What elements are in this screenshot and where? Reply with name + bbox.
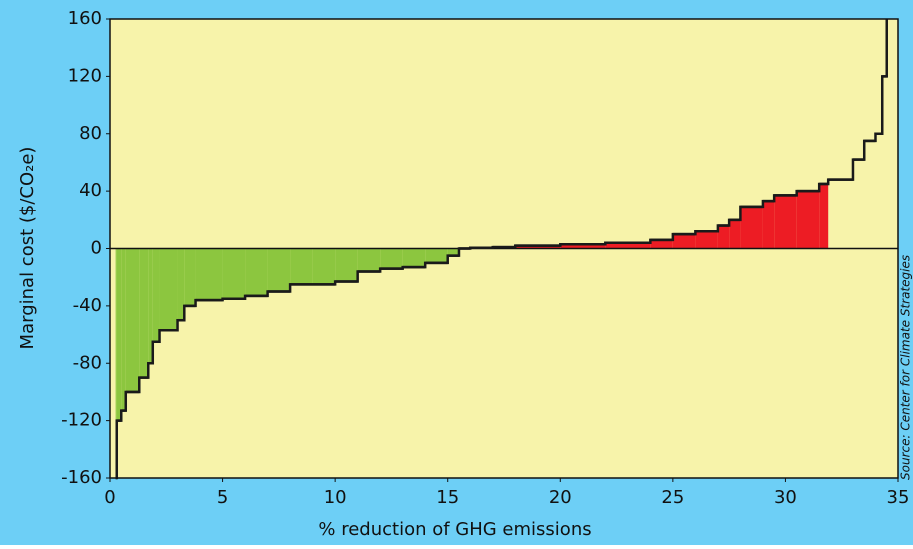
area-fill — [740, 206, 763, 249]
area-fill — [672, 234, 696, 249]
area-fill — [116, 248, 122, 421]
area-fill — [605, 242, 651, 249]
y-axis-label: Marginal cost ($/CO₂e) — [17, 147, 38, 350]
area-fill — [695, 231, 718, 249]
area-fill — [717, 225, 730, 249]
x-tick-label: 10 — [324, 487, 347, 508]
y-tick-label: 40 — [79, 180, 102, 201]
area-fill — [177, 248, 185, 321]
area-fill — [152, 248, 160, 342]
area-fill — [312, 248, 336, 285]
area-fill — [762, 201, 775, 249]
area-fill — [335, 248, 358, 282]
area-fill — [650, 239, 673, 249]
x-tick-label: 0 — [104, 487, 115, 508]
x-tick-label: 25 — [661, 487, 684, 508]
area-fill — [796, 191, 820, 249]
x-axis-label: % reduction of GHG emissions — [318, 519, 591, 540]
area-fill — [819, 183, 829, 249]
plot-border — [109, 18, 899, 479]
area-fill — [121, 248, 126, 411]
y-tick-label: -80 — [73, 352, 102, 373]
area-fill — [380, 248, 403, 269]
y-tick-label: 160 — [68, 8, 102, 29]
area-fill — [402, 248, 426, 268]
x-tick-label: 5 — [217, 487, 228, 508]
y-tick-label: -120 — [61, 410, 102, 431]
x-tick-label: 30 — [774, 487, 797, 508]
y-tick-label: -160 — [61, 467, 102, 488]
area-fill — [148, 248, 153, 364]
source: Source: Center for Climate Strategies — [899, 255, 913, 480]
area-fill — [560, 244, 606, 249]
area-fill — [222, 248, 246, 299]
area-fill — [447, 248, 459, 256]
area-fill — [357, 248, 381, 272]
x-tick-label: 15 — [436, 487, 459, 508]
area-fill — [125, 248, 140, 392]
area-fill — [139, 248, 149, 378]
area-fill — [184, 248, 196, 306]
area-fill — [729, 219, 741, 249]
x-tick-label: 20 — [549, 487, 572, 508]
area-fill — [195, 248, 223, 301]
y-tick-label: 80 — [79, 123, 102, 144]
area-fill — [290, 248, 313, 285]
y-tick-label: -40 — [73, 295, 102, 316]
area-fill — [774, 195, 797, 249]
area-fill — [115, 248, 117, 478]
x-tick-label: 35 — [887, 487, 910, 508]
y-tick-label: 120 — [68, 65, 102, 86]
area-fill — [267, 248, 291, 292]
area-fill — [159, 248, 178, 331]
area-fill — [245, 248, 268, 296]
area-fill — [515, 245, 561, 249]
area-fill — [425, 248, 448, 263]
y-tick-label: 0 — [91, 238, 102, 259]
